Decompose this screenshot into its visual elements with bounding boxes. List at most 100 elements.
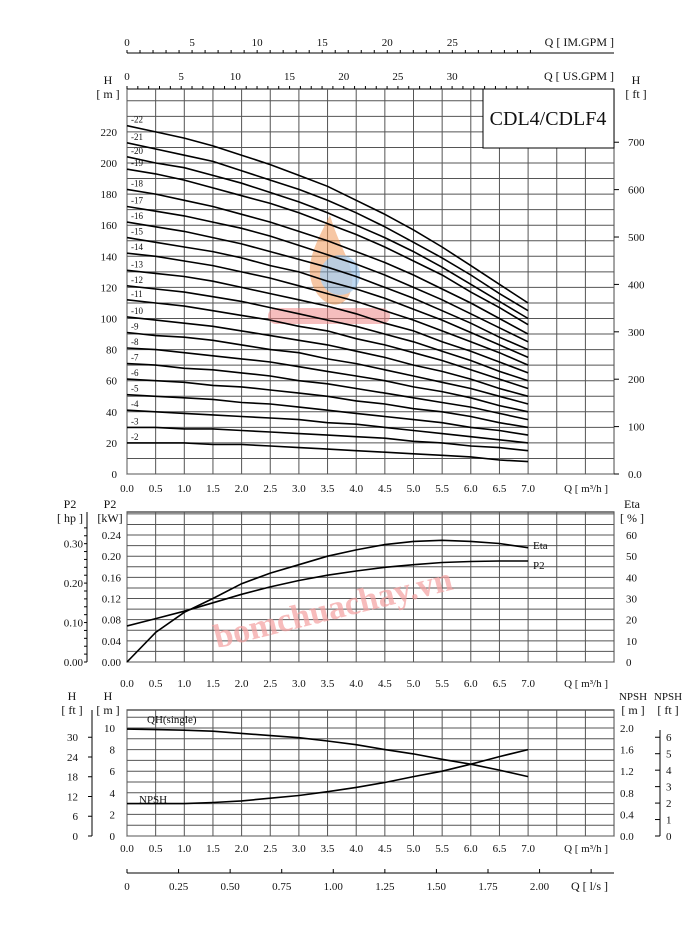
- ls-tick-label: 0.75: [272, 881, 292, 893]
- x-tick-label: 4.5: [378, 483, 392, 495]
- plot-frame: [126, 709, 615, 837]
- npsh-m-tick-label: 2.0: [620, 723, 634, 735]
- eta-axis-label: Eta: [624, 497, 641, 511]
- us-gpm-tick-label: 30: [447, 71, 459, 83]
- y-right-axis-label: H: [632, 73, 641, 87]
- stage-label: -4: [131, 399, 139, 409]
- npsh-series-label: NPSH: [139, 794, 167, 806]
- us-gpm-tick-label: 5: [178, 71, 184, 83]
- h-ft-axis-label: H: [68, 689, 77, 703]
- npsh-ft-axis-unit: [ ft ]: [657, 703, 678, 717]
- stage-label: -13: [131, 259, 143, 269]
- y-right-tick-label: 700: [628, 137, 645, 149]
- im-gpm-tick-label: 0: [124, 37, 130, 49]
- stage-curve: [126, 409, 529, 444]
- x-tick-label: 7.0: [521, 843, 535, 855]
- y-tick-label: 120: [101, 282, 118, 294]
- y-tick-label: 0.16: [102, 572, 122, 584]
- y-tick-label: 220: [101, 127, 118, 139]
- p2-curve: [126, 560, 529, 627]
- x-tick-label: 1.5: [206, 843, 220, 855]
- im-gpm-axis-label: Q [ IM.GPM ]: [545, 35, 614, 49]
- x-tick-label: 2.0: [235, 678, 249, 690]
- stage-label: -20: [131, 146, 143, 156]
- stage-label: -7: [131, 353, 139, 363]
- x-tick-label: 7.0: [521, 483, 535, 495]
- x-tick-label: 0.0: [120, 678, 134, 690]
- stage-curve: [126, 221, 529, 351]
- ls-tick-label: 1.25: [375, 881, 395, 893]
- x-tick-label: 5.5: [435, 483, 449, 495]
- ft-tick-label: 12: [67, 791, 78, 803]
- y-right-tick-label: 0.0: [628, 469, 642, 481]
- ls-tick-label: 0: [124, 881, 130, 893]
- x-tick-label: 5.0: [407, 843, 421, 855]
- stage-curve: [126, 316, 529, 398]
- stage-curve: [126, 331, 529, 405]
- y-tick-label: 6: [110, 766, 116, 778]
- x-tick-label: 2.0: [235, 843, 249, 855]
- x-tick-label: 1.0: [177, 483, 191, 495]
- us-gpm-axis-label: Q [ US.GPM ]: [544, 69, 614, 83]
- npsh-ft-tick-label: 5: [666, 749, 672, 761]
- stage-label: -11: [131, 289, 143, 299]
- y-right-tick-label: 600: [628, 185, 645, 197]
- x-tick-label: 1.5: [206, 678, 220, 690]
- stage-curve: [126, 299, 529, 390]
- npsh-m-tick-label: 0.0: [620, 831, 634, 843]
- x-tick-label: 3.5: [321, 843, 335, 855]
- ls-tick-label: 1.00: [324, 881, 344, 893]
- ft-tick-label: 30: [67, 732, 79, 744]
- us-gpm-tick-label: 25: [392, 71, 404, 83]
- y-right-tick-label: 200: [628, 374, 645, 386]
- ft-tick-label: 24: [67, 752, 79, 764]
- x-axis-label: Q [ m³/h ]: [564, 678, 608, 690]
- stage-label: -17: [131, 196, 143, 206]
- x-tick-label: 6.0: [464, 483, 478, 495]
- x-axis-label: Q [ m³/h ]: [564, 483, 608, 495]
- stage-curve: [126, 168, 529, 326]
- x-tick-label: 6.5: [493, 678, 507, 690]
- y-right-axis-unit: [ ft ]: [625, 87, 646, 101]
- stage-label: -2: [131, 432, 139, 442]
- y-right-tick-label: 60: [626, 530, 638, 542]
- stage-curve: [126, 269, 529, 374]
- y-tick-label: 40: [106, 407, 118, 419]
- x-tick-label: 0.5: [149, 483, 163, 495]
- us-gpm-tick-label: 10: [230, 71, 242, 83]
- y-tick-label: 0.12: [102, 594, 121, 606]
- y-tick-label: 100: [101, 314, 118, 326]
- stage-label: -6: [131, 368, 139, 378]
- stage-label: -16: [131, 211, 143, 221]
- y-axis-label: H: [104, 73, 113, 87]
- ls-tick-label: 1.50: [427, 881, 447, 893]
- npsh-m-tick-label: 0.8: [620, 788, 634, 800]
- y-right-tick-label: 400: [628, 279, 645, 291]
- stage-curve: [126, 205, 529, 343]
- stage-label: -12: [131, 275, 143, 285]
- h-m-axis-unit: [ m ]: [96, 703, 119, 717]
- stage-label: -10: [131, 306, 143, 316]
- npsh-m-tick-label: 1.6: [620, 745, 634, 757]
- x-tick-label: 4.0: [349, 843, 363, 855]
- npsh-ft-axis-label: NPSH: [654, 691, 682, 703]
- stage-label: -3: [131, 416, 139, 426]
- x-tick-label: 4.5: [378, 678, 392, 690]
- y-tick-label: 160: [101, 220, 118, 232]
- im-gpm-tick-label: 20: [382, 37, 394, 49]
- x-tick-label: 5.0: [407, 678, 421, 690]
- stage-label: -21: [131, 132, 143, 142]
- x-tick-label: 5.5: [435, 678, 449, 690]
- x-tick-label: 6.5: [493, 843, 507, 855]
- x-tick-label: 5.0: [407, 483, 421, 495]
- stage-curve: [126, 393, 529, 436]
- eta-axis-unit: [ % ]: [620, 511, 644, 525]
- x-tick-label: 2.5: [263, 483, 277, 495]
- stage-label: -8: [131, 337, 139, 347]
- y-tick-label: 140: [101, 251, 118, 263]
- npsh-ft-tick-label: 6: [666, 732, 672, 744]
- y-tick-label: 8: [110, 745, 116, 757]
- y-tick-label: 180: [101, 189, 118, 201]
- stage-curve: [126, 124, 529, 304]
- x-tick-label: 6.5: [493, 483, 507, 495]
